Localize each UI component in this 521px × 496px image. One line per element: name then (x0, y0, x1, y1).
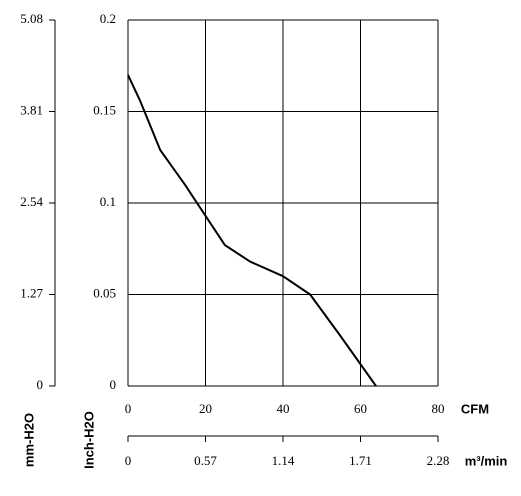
x-axis-label: CFM (461, 401, 489, 416)
x-tick-label: 20 (199, 401, 212, 416)
y2-tick-label: 5.08 (20, 11, 43, 26)
x2-tick-label: 0.57 (194, 453, 217, 468)
y-tick-label: 0.05 (93, 285, 116, 300)
x2-tick-label: 1.14 (272, 453, 295, 468)
x2-tick-label: 0 (125, 453, 132, 468)
y-tick-label: 0 (110, 377, 117, 392)
y2-tick-label: 0 (37, 377, 44, 392)
y2-tick-label: 2.54 (20, 194, 43, 209)
x2-tick-label: 1.71 (349, 453, 372, 468)
y-tick-label: 0.1 (100, 194, 116, 209)
y-tick-label: 0.2 (100, 11, 116, 26)
y-tick-label: 0.15 (93, 102, 116, 117)
y2-tick-label: 3.81 (20, 102, 43, 117)
x-tick-label: 80 (432, 401, 445, 416)
x-tick-label: 60 (354, 401, 367, 416)
x-tick-label: 0 (125, 401, 132, 416)
curve (127, 74, 377, 387)
x2-tick-label: 2.28 (427, 453, 450, 468)
y2-tick-label: 1.27 (20, 285, 43, 300)
x2-axis-label: m³/min (465, 453, 508, 468)
y2-axis-label: mm-H2O (21, 413, 36, 467)
y-axis-label: Inch-H2O (81, 411, 96, 469)
x-tick-label: 40 (277, 401, 290, 416)
